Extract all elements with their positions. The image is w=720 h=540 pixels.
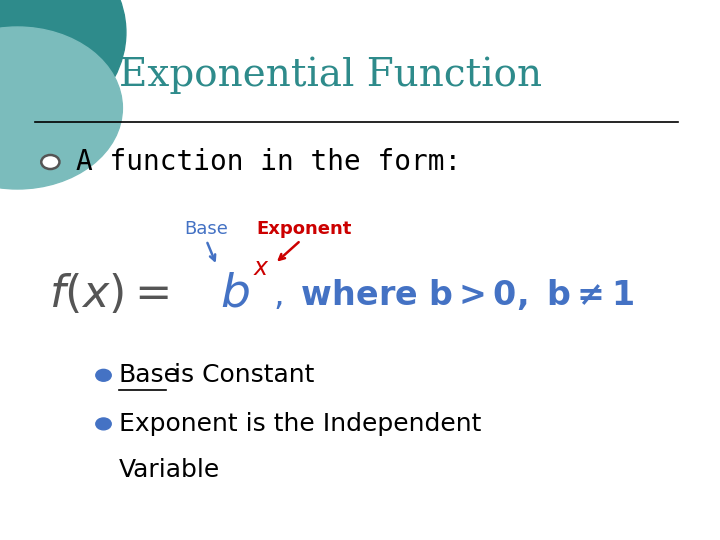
Text: A function in the form:: A function in the form: — [76, 148, 461, 176]
Text: $b$: $b$ — [220, 272, 250, 317]
Circle shape — [96, 418, 111, 430]
Text: $f(x) = $: $f(x) = $ — [49, 272, 169, 316]
Circle shape — [0, 0, 126, 151]
Circle shape — [96, 369, 111, 381]
Text: Exponent: Exponent — [256, 220, 352, 239]
Text: Exponential Function: Exponential Function — [119, 57, 542, 94]
Text: Base: Base — [184, 220, 228, 239]
Text: is Constant: is Constant — [166, 363, 315, 387]
Circle shape — [0, 27, 122, 189]
Text: Exponent is the Independent: Exponent is the Independent — [119, 412, 481, 436]
Text: $,\ \mathit{\mathbf{where}}\ \mathit{\mathbf{b > 0,\ b \neq 1}}$: $,\ \mathit{\mathbf{where}}\ \mathit{\ma… — [273, 277, 634, 312]
Text: $x$: $x$ — [253, 256, 270, 280]
Text: Variable: Variable — [119, 458, 220, 482]
Text: Base: Base — [119, 363, 180, 387]
Circle shape — [41, 155, 60, 169]
